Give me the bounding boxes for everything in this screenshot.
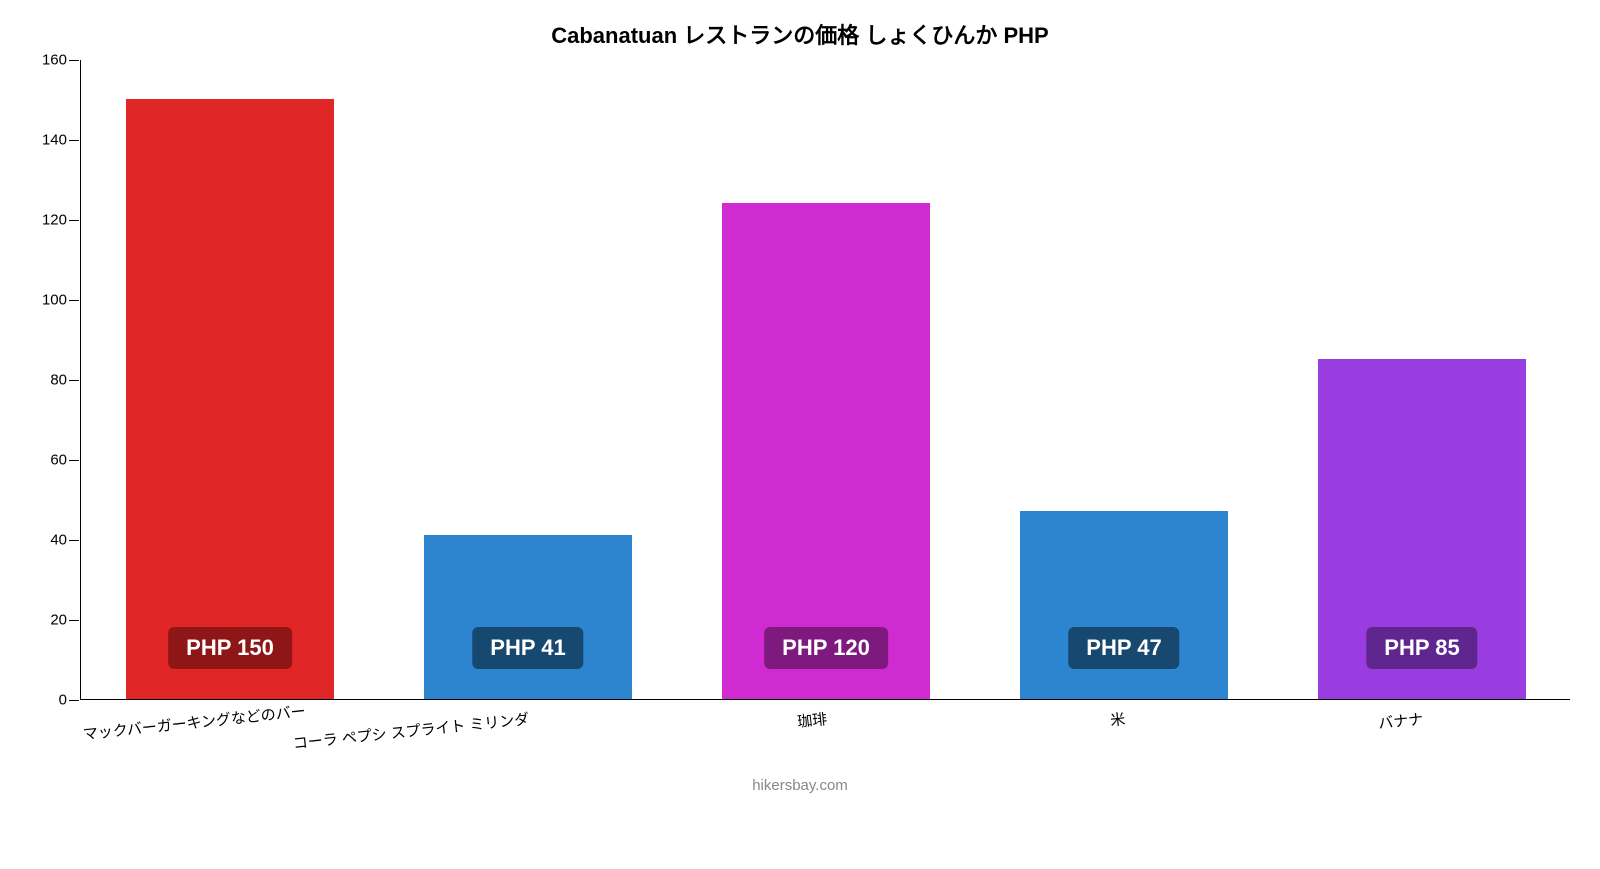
y-tick-label: 0 xyxy=(59,692,67,709)
y-tick-label: 80 xyxy=(50,372,67,389)
y-tick xyxy=(69,380,79,381)
y-tick xyxy=(69,220,79,221)
y-tick xyxy=(69,700,79,701)
y-tick xyxy=(69,460,79,461)
chart-title: Cabanatuan レストランの価格 しょくひんか PHP xyxy=(0,18,1600,50)
y-tick-label: 140 xyxy=(42,132,67,149)
y-tick-label: 100 xyxy=(42,292,67,309)
bar-value-label: PHP 120 xyxy=(764,627,888,669)
bar-value-label: PHP 85 xyxy=(1366,627,1477,669)
x-category-label: マックバーガーキングなどのバー xyxy=(82,708,232,744)
bar-value-label: PHP 41 xyxy=(472,627,583,669)
bar-chart: Cabanatuan レストランの価格 しょくひんか PHP PHP 150PH… xyxy=(0,0,1600,800)
bar-value-label: PHP 150 xyxy=(168,627,292,669)
bar-value-label: PHP 47 xyxy=(1068,627,1179,669)
y-tick-label: 120 xyxy=(42,212,67,229)
credit-text: hikersbay.com xyxy=(0,777,1600,794)
y-tick-label: 160 xyxy=(42,52,67,69)
y-tick xyxy=(69,60,79,61)
bar: PHP 47 xyxy=(1020,511,1229,699)
y-tick xyxy=(69,300,79,301)
bars-layer: PHP 150 PHP 41 PHP 120 PHP 47 PHP 85 xyxy=(81,60,1570,699)
y-tick xyxy=(69,620,79,621)
bar: PHP 120 xyxy=(722,203,931,699)
bar: PHP 85 xyxy=(1318,359,1527,699)
y-tick-label: 60 xyxy=(50,452,67,469)
bar: PHP 41 xyxy=(424,535,633,699)
y-tick-label: 40 xyxy=(50,532,67,549)
y-tick xyxy=(69,540,79,541)
y-tick-label: 20 xyxy=(50,612,67,629)
bar: PHP 150 xyxy=(126,99,335,699)
plot-area: PHP 150PHP 41PHP 120PHP 47PHP 85 0204060… xyxy=(80,60,1570,700)
y-tick xyxy=(69,140,79,141)
